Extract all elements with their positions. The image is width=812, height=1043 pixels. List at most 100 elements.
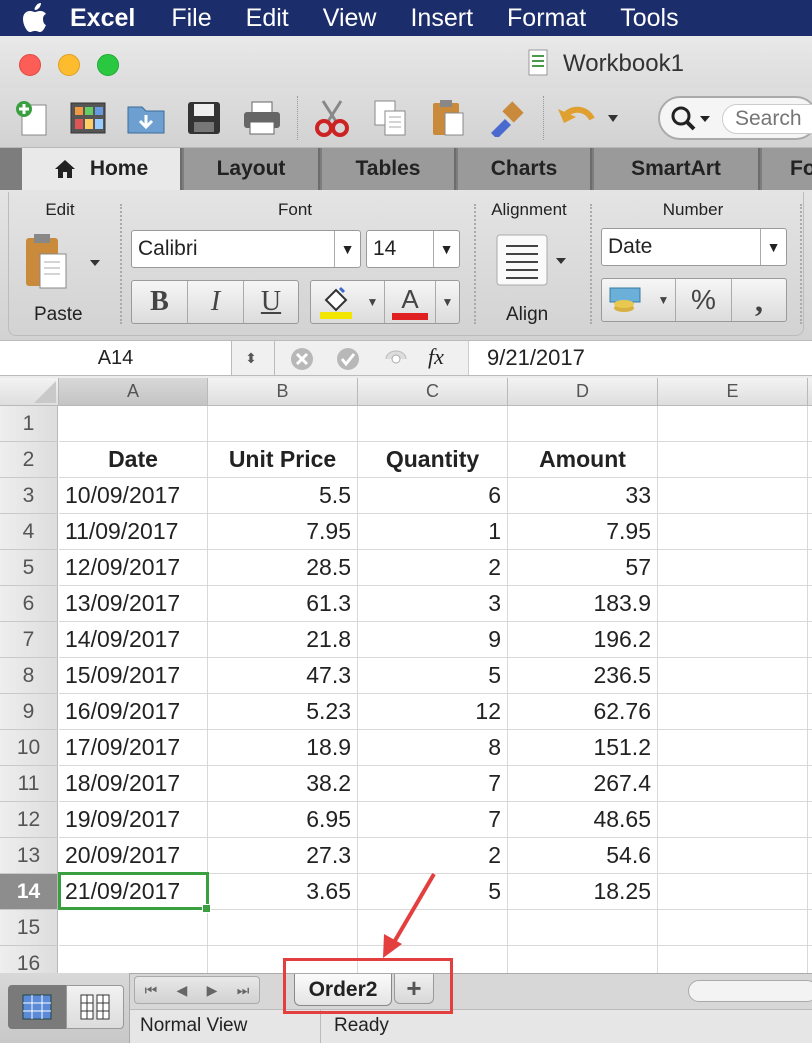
- align-button[interactable]: Align: [496, 234, 572, 330]
- tab-smartart[interactable]: SmartArt: [594, 148, 760, 190]
- row-header[interactable]: 8: [0, 658, 58, 694]
- table-cell[interactable]: 2: [358, 550, 508, 586]
- percent-style-button[interactable]: %: [676, 279, 732, 321]
- table-cell[interactable]: [808, 478, 812, 514]
- table-cell[interactable]: [808, 838, 812, 874]
- column-header-b[interactable]: B: [208, 378, 358, 406]
- table-cell[interactable]: [808, 550, 812, 586]
- print-button[interactable]: [240, 96, 284, 140]
- bold-button[interactable]: B: [132, 281, 188, 323]
- templates-gallery-button[interactable]: [66, 96, 110, 140]
- table-cell[interactable]: [658, 550, 808, 586]
- table-cell[interactable]: [658, 658, 808, 694]
- table-cell[interactable]: 5.5: [208, 478, 358, 514]
- table-cell[interactable]: 19/09/2017: [59, 802, 208, 838]
- font-name-select[interactable]: Calibri ▼: [131, 230, 361, 268]
- table-cell[interactable]: 6: [358, 478, 508, 514]
- table-cell[interactable]: [59, 406, 208, 442]
- table-cell[interactable]: 183.9: [508, 586, 658, 622]
- row-header[interactable]: 7: [0, 622, 58, 658]
- table-cell[interactable]: 18.25: [508, 874, 658, 910]
- table-cell[interactable]: 6.95: [208, 802, 358, 838]
- row-header[interactable]: 3: [0, 478, 58, 514]
- table-cell[interactable]: [808, 514, 812, 550]
- table-cell[interactable]: [808, 802, 812, 838]
- table-cell[interactable]: 48.65: [508, 802, 658, 838]
- row-header[interactable]: 1: [0, 406, 58, 442]
- select-all-corner[interactable]: [0, 378, 59, 406]
- table-cell[interactable]: 18.9: [208, 730, 358, 766]
- column-header-d[interactable]: D: [508, 378, 658, 406]
- last-sheet-icon[interactable]: ⏭: [236, 981, 250, 998]
- header-cell[interactable]: Unit Price: [208, 442, 358, 478]
- table-cell[interactable]: 12/09/2017: [59, 550, 208, 586]
- chevron-down-icon[interactable]: ▼: [361, 281, 385, 323]
- tab-layout[interactable]: Layout: [184, 148, 320, 190]
- table-cell[interactable]: 7: [358, 766, 508, 802]
- row-header[interactable]: 6: [0, 586, 58, 622]
- tab-charts[interactable]: Charts: [458, 148, 592, 190]
- row-header[interactable]: 9: [0, 694, 58, 730]
- fill-color-button[interactable]: [311, 281, 361, 323]
- table-cell[interactable]: [658, 514, 808, 550]
- fx-icon[interactable]: fx: [428, 344, 444, 369]
- currency-icon[interactable]: [602, 279, 652, 321]
- chevron-down-icon[interactable]: ▼: [334, 231, 360, 267]
- row-header[interactable]: 11: [0, 766, 58, 802]
- search-input[interactable]: [722, 104, 812, 134]
- table-cell[interactable]: [658, 802, 808, 838]
- column-header-a[interactable]: A: [59, 378, 208, 406]
- row-header[interactable]: 12: [0, 802, 58, 838]
- row-header[interactable]: 4: [0, 514, 58, 550]
- menu-insert[interactable]: Insert: [410, 3, 474, 32]
- table-cell[interactable]: 47.3: [208, 658, 358, 694]
- first-sheet-icon[interactable]: ⏮: [144, 981, 158, 998]
- open-folder-button[interactable]: [124, 96, 168, 140]
- table-cell[interactable]: 7: [358, 802, 508, 838]
- header-cell[interactable]: [808, 442, 812, 478]
- apple-icon[interactable]: [0, 3, 70, 33]
- menu-edit[interactable]: Edit: [245, 3, 289, 32]
- table-cell[interactable]: 38.2: [208, 766, 358, 802]
- table-cell[interactable]: [358, 406, 508, 442]
- table-cell[interactable]: 7.95: [208, 514, 358, 550]
- page-layout-view-button[interactable]: [66, 985, 124, 1029]
- minimize-window-button[interactable]: [58, 54, 80, 76]
- row-header[interactable]: 10: [0, 730, 58, 766]
- comma-style-button[interactable]: ,: [755, 281, 763, 318]
- table-cell[interactable]: [658, 730, 808, 766]
- table-cell[interactable]: 57: [508, 550, 658, 586]
- tab-home[interactable]: Home: [22, 148, 182, 190]
- table-cell[interactable]: [658, 910, 808, 946]
- table-cell[interactable]: 14/09/2017: [59, 622, 208, 658]
- table-cell[interactable]: [208, 910, 358, 946]
- table-cell[interactable]: 17/09/2017: [59, 730, 208, 766]
- menu-tools[interactable]: Tools: [620, 3, 679, 32]
- menu-format[interactable]: Format: [507, 3, 587, 32]
- italic-button[interactable]: I: [188, 281, 244, 323]
- tab-formulas[interactable]: Fo: [762, 148, 812, 190]
- table-cell[interactable]: 151.2: [508, 730, 658, 766]
- name-box[interactable]: A14: [0, 341, 232, 375]
- table-cell[interactable]: 62.76: [508, 694, 658, 730]
- table-cell[interactable]: 11/09/2017: [59, 514, 208, 550]
- tab-tables[interactable]: Tables: [322, 148, 456, 190]
- enter-icon[interactable]: [336, 347, 360, 376]
- table-cell[interactable]: [808, 622, 812, 658]
- table-cell[interactable]: 21/09/2017: [59, 874, 208, 910]
- zoom-window-button[interactable]: [97, 54, 119, 76]
- table-cell[interactable]: [658, 766, 808, 802]
- row-header[interactable]: 2: [0, 442, 58, 478]
- table-cell[interactable]: 2: [358, 838, 508, 874]
- paste-icon[interactable]: [426, 96, 470, 140]
- chevron-down-icon[interactable]: ▼: [652, 279, 676, 321]
- font-color-button[interactable]: A: [385, 281, 435, 323]
- table-cell[interactable]: 12: [358, 694, 508, 730]
- table-cell[interactable]: 5.23: [208, 694, 358, 730]
- table-cell[interactable]: [358, 910, 508, 946]
- table-cell[interactable]: 13/09/2017: [59, 586, 208, 622]
- table-cell[interactable]: [658, 586, 808, 622]
- table-cell[interactable]: 61.3: [208, 586, 358, 622]
- table-cell[interactable]: [808, 910, 812, 946]
- table-cell[interactable]: 16/09/2017: [59, 694, 208, 730]
